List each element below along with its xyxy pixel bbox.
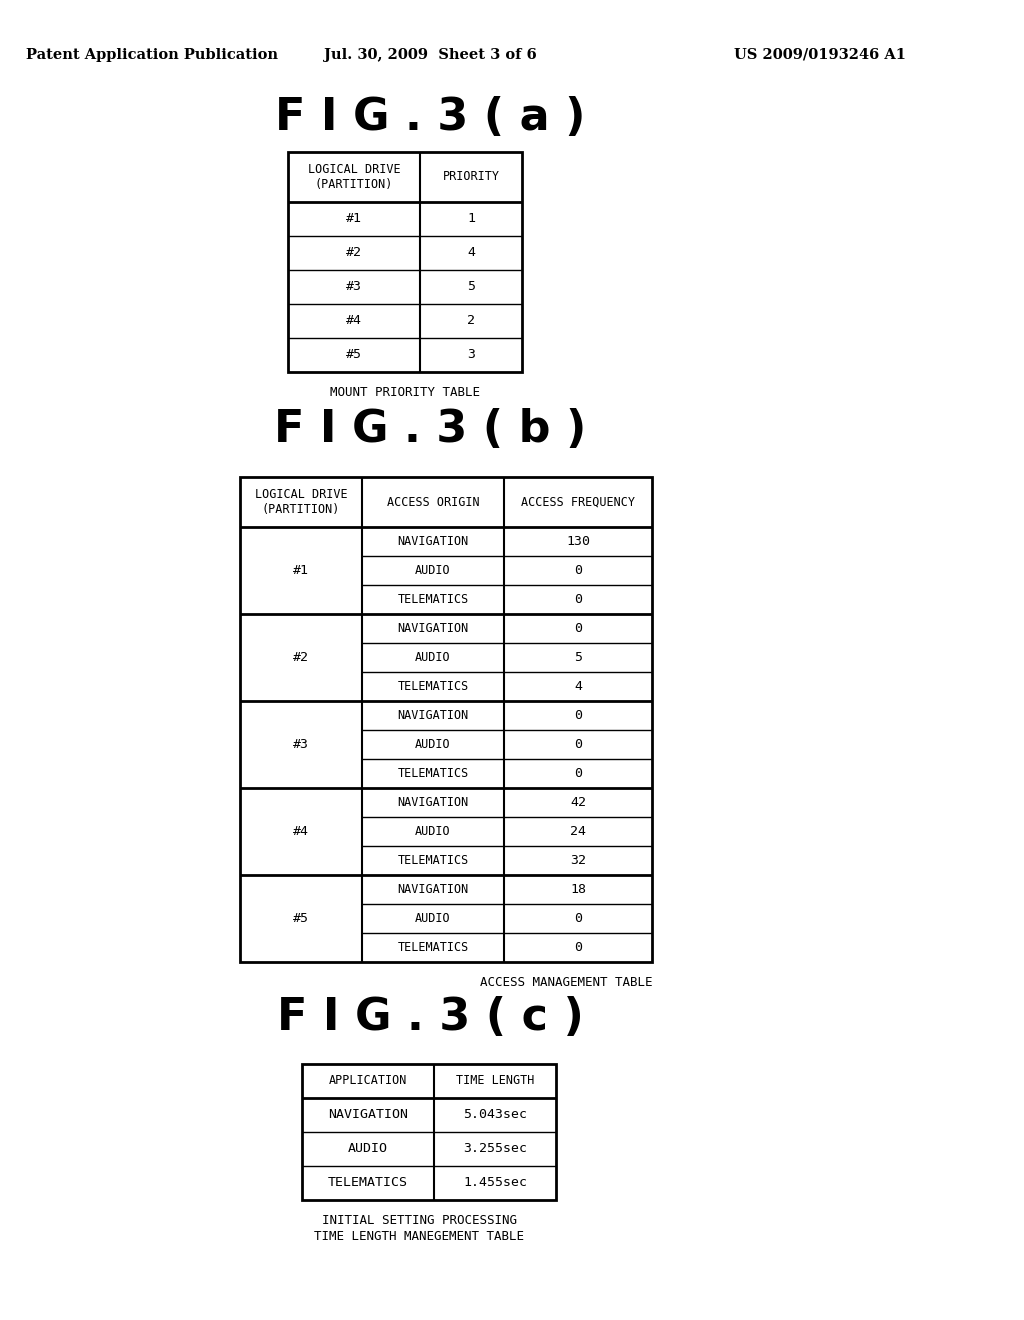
Text: TELEMATICS: TELEMATICS [397,941,469,954]
Text: MOUNT PRIORITY TABLE: MOUNT PRIORITY TABLE [330,385,480,399]
Text: 4: 4 [467,247,475,260]
Text: AUDIO: AUDIO [415,651,451,664]
Text: 24: 24 [570,825,586,838]
Text: TELEMATICS: TELEMATICS [328,1176,408,1189]
Text: AUDIO: AUDIO [415,738,451,751]
Text: ACCESS MANAGEMENT TABLE: ACCESS MANAGEMENT TABLE [479,975,652,989]
Text: #3: #3 [346,281,362,293]
Text: 0: 0 [574,709,582,722]
Text: F I G . 3 ( a ): F I G . 3 ( a ) [274,96,586,140]
Text: PRIORITY: PRIORITY [442,170,500,183]
Text: Patent Application Publication: Patent Application Publication [26,48,278,62]
Text: TELEMATICS: TELEMATICS [397,680,469,693]
Text: TELEMATICS: TELEMATICS [397,593,469,606]
Bar [288,152,522,372]
Text: #4: #4 [293,825,309,838]
Text: US 2009/0193246 A1: US 2009/0193246 A1 [734,48,906,62]
Text: 0: 0 [574,593,582,606]
Text: NAVIGATION: NAVIGATION [397,883,469,896]
Text: LOGICAL DRIVE
(PARTITION): LOGICAL DRIVE (PARTITION) [307,162,400,191]
Text: INITIAL SETTING PROCESSING: INITIAL SETTING PROCESSING [322,1213,516,1226]
Text: NAVIGATION: NAVIGATION [328,1109,408,1122]
Text: AUDIO: AUDIO [415,912,451,925]
Text: 1.455sec: 1.455sec [463,1176,527,1189]
Text: ACCESS FREQUENCY: ACCESS FREQUENCY [521,495,635,508]
Text: #1: #1 [293,564,309,577]
Text: NAVIGATION: NAVIGATION [397,796,469,809]
Text: AUDIO: AUDIO [348,1143,388,1155]
Text: LOGICAL DRIVE
(PARTITION): LOGICAL DRIVE (PARTITION) [255,488,347,516]
Text: F I G . 3 ( b ): F I G . 3 ( b ) [273,408,586,451]
Text: TELEMATICS: TELEMATICS [397,767,469,780]
Text: 18: 18 [570,883,586,896]
Text: 0: 0 [574,912,582,925]
Text: APPLICATION: APPLICATION [329,1074,408,1088]
Text: TELEMATICS: TELEMATICS [397,854,469,867]
Bar [240,477,652,962]
Text: TIME LENGTH: TIME LENGTH [456,1074,535,1088]
Text: Jul. 30, 2009  Sheet 3 of 6: Jul. 30, 2009 Sheet 3 of 6 [324,48,537,62]
Text: 42: 42 [570,796,586,809]
Text: #5: #5 [346,348,362,362]
Bar [302,1064,556,1200]
Text: 5.043sec: 5.043sec [463,1109,527,1122]
Text: 130: 130 [566,535,590,548]
Text: ACCESS ORIGIN: ACCESS ORIGIN [387,495,479,508]
Text: 3: 3 [467,348,475,362]
Text: NAVIGATION: NAVIGATION [397,622,469,635]
Text: 5: 5 [467,281,475,293]
Text: TIME LENGTH MANEGEMENT TABLE: TIME LENGTH MANEGEMENT TABLE [314,1229,524,1242]
Text: NAVIGATION: NAVIGATION [397,535,469,548]
Text: #4: #4 [346,314,362,327]
Text: 32: 32 [570,854,586,867]
Text: 0: 0 [574,564,582,577]
Text: #1: #1 [346,213,362,226]
Text: 3.255sec: 3.255sec [463,1143,527,1155]
Text: AUDIO: AUDIO [415,825,451,838]
Text: 0: 0 [574,941,582,954]
Text: #2: #2 [293,651,309,664]
Text: 2: 2 [467,314,475,327]
Text: AUDIO: AUDIO [415,564,451,577]
Text: NAVIGATION: NAVIGATION [397,709,469,722]
Text: 0: 0 [574,738,582,751]
Text: 5: 5 [574,651,582,664]
Text: 0: 0 [574,622,582,635]
Text: F I G . 3 ( c ): F I G . 3 ( c ) [276,995,584,1039]
Text: 1: 1 [467,213,475,226]
Text: 4: 4 [574,680,582,693]
Text: #5: #5 [293,912,309,925]
Text: 0: 0 [574,767,582,780]
Text: #3: #3 [293,738,309,751]
Text: #2: #2 [346,247,362,260]
